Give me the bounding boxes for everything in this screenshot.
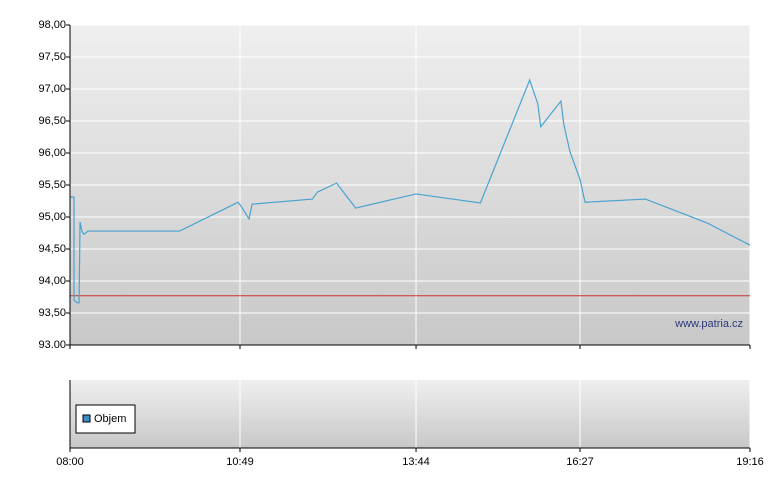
y-tick-label: 95,00 bbox=[38, 211, 66, 223]
y-tick-label: 94,00 bbox=[38, 275, 66, 287]
legend-label: Objem bbox=[94, 413, 126, 425]
y-tick-label: 97,00 bbox=[38, 83, 66, 95]
x-tick-label: 16:27 bbox=[566, 456, 594, 468]
volume-area bbox=[70, 380, 750, 448]
x-tick-label: 19:16 bbox=[736, 456, 764, 468]
x-tick-label: 08:00 bbox=[56, 456, 84, 468]
y-tick-label: 96,00 bbox=[38, 147, 66, 159]
legend-swatch bbox=[82, 414, 91, 423]
y-tick-label: 97,50 bbox=[38, 51, 66, 63]
x-tick-label: 13:44 bbox=[402, 456, 430, 468]
y-tick-label: 93.00 bbox=[38, 339, 66, 351]
y-tick-label: 98,00 bbox=[38, 19, 66, 31]
x-tick-label: 10:49 bbox=[226, 456, 254, 468]
price-line bbox=[70, 78, 751, 304]
y-tick-label: 95,50 bbox=[38, 179, 66, 191]
y-tick-label: 93,50 bbox=[38, 307, 66, 319]
y-tick-label: 96,50 bbox=[38, 115, 66, 127]
watermark: www.patria.cz bbox=[674, 318, 743, 330]
y-tick-label: 94,50 bbox=[38, 243, 66, 255]
